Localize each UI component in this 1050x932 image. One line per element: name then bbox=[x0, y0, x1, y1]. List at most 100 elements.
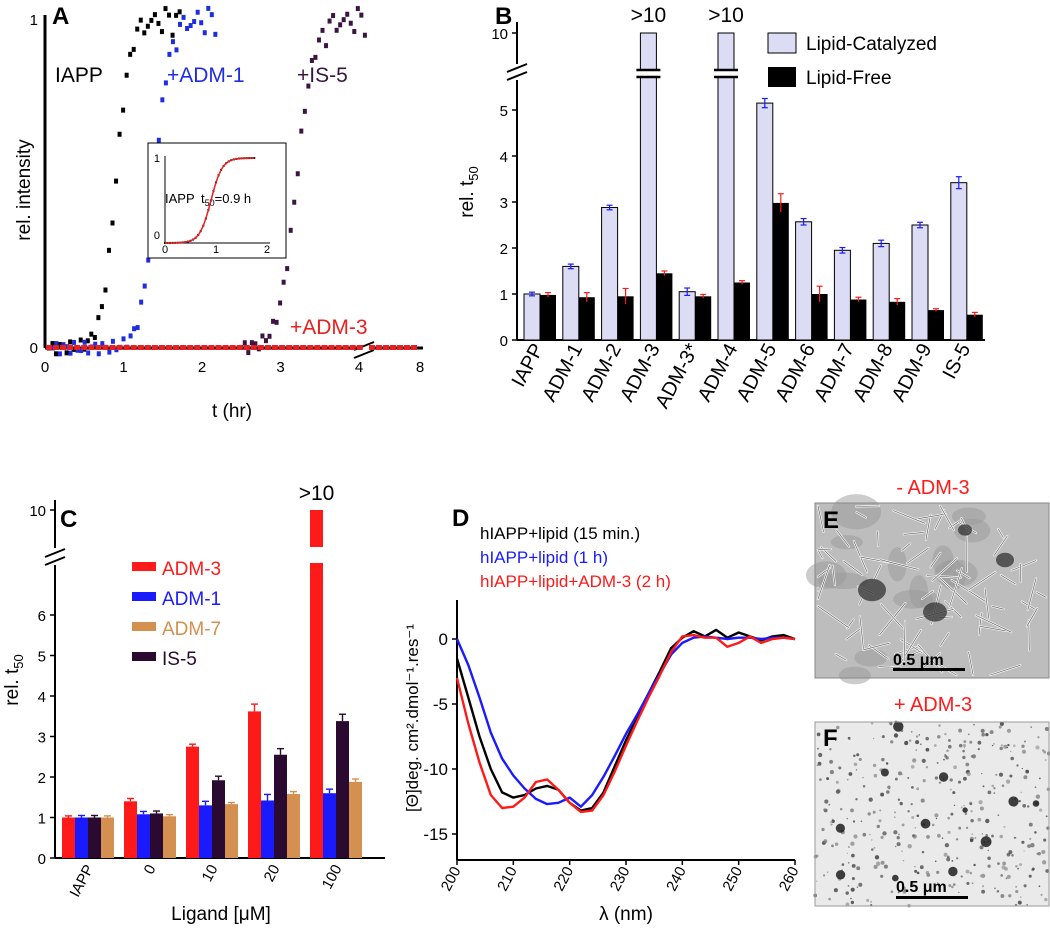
panel-a-point bbox=[222, 345, 229, 350]
micrograph-f-speckle bbox=[879, 809, 882, 812]
panel-c-y-tick: 0 bbox=[38, 851, 46, 868]
micrograph-f-speckle bbox=[991, 744, 994, 747]
micrograph-f-speckle bbox=[933, 744, 937, 747]
micrograph-f-speckle bbox=[1044, 759, 1047, 761]
panel-c-legend: ADM-3 ADM-1 ADM-7 IS-5 bbox=[132, 559, 221, 670]
micrograph-f-speckle bbox=[876, 861, 881, 866]
panel-a-point bbox=[272, 345, 279, 350]
micrograph-f-speckle bbox=[823, 874, 826, 877]
micrograph-f-speckle bbox=[1015, 865, 1018, 868]
panel-b-bar-lipid-free bbox=[617, 296, 634, 340]
micrograph-f-speckle bbox=[981, 772, 983, 775]
micrograph-f-speckle bbox=[816, 880, 818, 882]
micrograph-f-speckle bbox=[1002, 861, 1007, 866]
micrograph-e-fibril-edge bbox=[990, 664, 1021, 676]
legend-swatch-lipid-free bbox=[768, 67, 796, 87]
micrograph-f-speckle bbox=[970, 810, 973, 813]
micrograph-f-speckle bbox=[915, 749, 917, 751]
micrograph-f-speckle bbox=[1003, 744, 1008, 749]
micrograph-f-speckle bbox=[966, 826, 969, 829]
panel-c-bar bbox=[248, 711, 261, 858]
micrograph-f-speckle bbox=[973, 863, 976, 867]
panel-c-bar bbox=[349, 781, 362, 858]
panel-a-point bbox=[68, 350, 73, 356]
legend-label-is5: IS-5 bbox=[162, 649, 197, 670]
panel-b-bar-break bbox=[638, 70, 659, 77]
micrograph-f-speckle bbox=[949, 788, 952, 791]
micrograph-e-fibril-edge bbox=[1027, 578, 1037, 611]
micrograph-f-speckle bbox=[999, 746, 1003, 751]
micrograph-f-speckle bbox=[1000, 874, 1003, 877]
panel-c-y-tick: 4 bbox=[38, 689, 46, 706]
micrograph-f-speckle bbox=[1019, 896, 1022, 898]
micrograph-f-speckle bbox=[926, 873, 931, 877]
micrograph-e-fibril-edge bbox=[855, 505, 880, 507]
panel-b-bar-lipid-free bbox=[578, 297, 595, 340]
panel-b-bar-lipid-free bbox=[850, 299, 867, 340]
micrograph-f-speckle bbox=[935, 817, 938, 820]
panel-a-point bbox=[334, 27, 339, 33]
panel-a-points bbox=[45, 5, 417, 357]
micrograph-e-fibril-edge bbox=[817, 505, 824, 533]
micrograph-f-speckle bbox=[981, 885, 985, 888]
panel-d-lines bbox=[455, 628, 796, 814]
micrograph-e-image bbox=[805, 494, 1050, 685]
micrograph-f-speckle bbox=[851, 863, 856, 868]
micrograph-f-speckle bbox=[970, 818, 974, 823]
panel-b-bar-lipid-free bbox=[656, 273, 673, 340]
micrograph-f-speckle bbox=[971, 833, 974, 835]
micrograph-f-speckle bbox=[1008, 894, 1012, 898]
panel-f: + ADM-3 0.5 μm F bbox=[813, 694, 1050, 908]
micrograph-f-speckle bbox=[994, 887, 996, 890]
panel-a-point bbox=[411, 345, 417, 350]
panel-c-bar bbox=[124, 801, 137, 858]
panel-c-bar bbox=[62, 817, 75, 858]
series-label-iapp: IAPP bbox=[55, 64, 103, 87]
micrograph-e-fibril-edge bbox=[880, 559, 919, 570]
micrograph-f-speckle bbox=[936, 761, 939, 764]
micrograph-f-speckle bbox=[981, 833, 984, 835]
panel-a-point bbox=[72, 339, 77, 345]
micrograph-f-speckle bbox=[1008, 850, 1013, 855]
micrograph-f-speckle bbox=[987, 790, 992, 795]
micrograph-f-speckle bbox=[963, 805, 965, 807]
inset-fit-line bbox=[165, 157, 255, 244]
panel-a-point bbox=[342, 345, 349, 350]
micrograph-f-speckle bbox=[1022, 803, 1027, 808]
micrograph-f-speckle bbox=[993, 787, 996, 790]
micrograph-f-speckle bbox=[874, 855, 880, 860]
micrograph-f-speckle bbox=[862, 785, 866, 788]
micrograph-f-speckle bbox=[1040, 893, 1043, 896]
panel-a-point bbox=[185, 25, 190, 31]
panel-a-point bbox=[116, 345, 123, 350]
micrograph-f-speckle bbox=[997, 814, 1000, 817]
micrograph-f-speckle bbox=[829, 759, 834, 764]
micrograph-f-speckle bbox=[885, 790, 890, 794]
micrograph-f-speckle bbox=[943, 852, 948, 857]
micrograph-f-speckle bbox=[1018, 799, 1021, 803]
micrograph-f-speckle bbox=[957, 780, 962, 784]
micrograph-f-speckle bbox=[962, 743, 967, 748]
inset-x-tick: 1 bbox=[213, 244, 219, 256]
micrograph-f-speckle bbox=[872, 810, 876, 814]
panel-a-point bbox=[100, 341, 105, 347]
micrograph-f-speckle bbox=[907, 777, 910, 779]
panel-a-point bbox=[208, 345, 215, 350]
micrograph-f-speckle bbox=[981, 732, 986, 737]
micrograph-f-speckle bbox=[1001, 865, 1006, 870]
micrograph-f-speckle bbox=[921, 758, 926, 764]
micrograph-f-speckle bbox=[910, 731, 913, 733]
micrograph-f-speckle bbox=[896, 842, 901, 847]
micrograph-e-fibril-edge bbox=[856, 511, 867, 518]
panel-a-point bbox=[142, 283, 147, 289]
micrograph-e-blob bbox=[858, 578, 886, 602]
panel-e: - ADM-3 0.5 μm E bbox=[805, 477, 1050, 685]
micrograph-f-speckle bbox=[1037, 851, 1041, 856]
micrograph-f-speckle bbox=[1005, 877, 1008, 880]
micrograph-f-speckle bbox=[907, 844, 912, 849]
panel-a-point bbox=[263, 338, 268, 344]
micrograph-f-speckle bbox=[944, 754, 948, 758]
micrograph-f-speckle bbox=[853, 834, 858, 839]
panel-a-point bbox=[139, 299, 144, 305]
micrograph-f-speckle bbox=[934, 860, 937, 863]
